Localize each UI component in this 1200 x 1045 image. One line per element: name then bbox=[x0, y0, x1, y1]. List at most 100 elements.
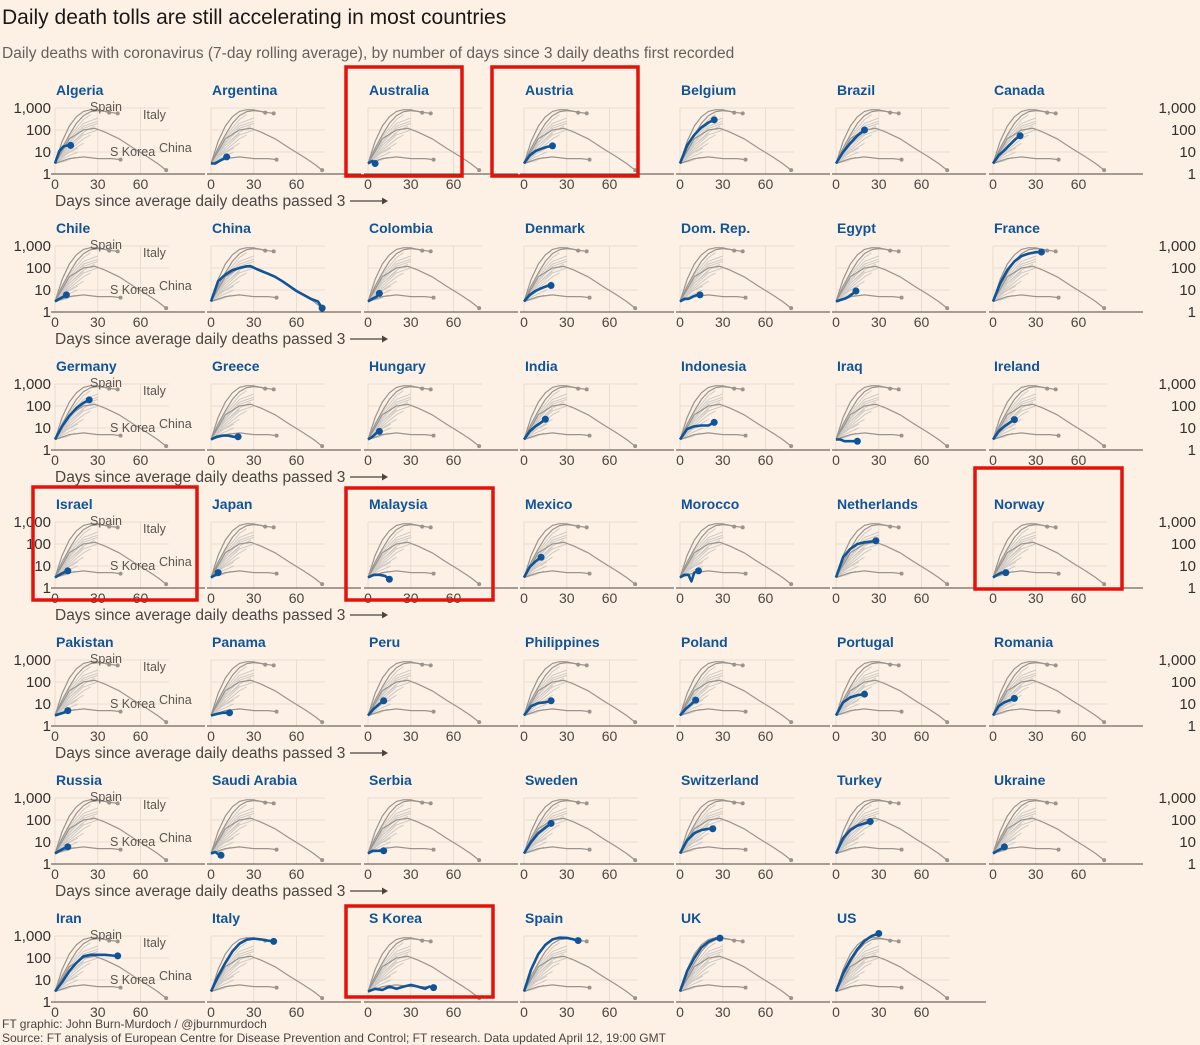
panel-iraq-x-tick-label: 0 bbox=[832, 452, 840, 468]
panel-brazil-series-line bbox=[834, 128, 866, 165]
panel-russia-reference-line-china bbox=[54, 817, 167, 861]
panel-romania-reference-line-s-korea bbox=[992, 708, 1059, 717]
panel-iran-label-italy: Italy bbox=[143, 936, 167, 950]
panel-iraq-background-line bbox=[835, 398, 879, 440]
panel-saudi-arabia-x-tick-label: 60 bbox=[289, 866, 305, 882]
panel-france-background-line bbox=[992, 285, 1017, 302]
panel-philippines-reference-end-china bbox=[633, 720, 638, 725]
panel-germany-label-spain: Spain bbox=[90, 376, 122, 390]
panel-switzerland-background-line bbox=[679, 812, 723, 854]
panel-brazil-reference-line-china bbox=[835, 127, 948, 171]
panel-morocco-title: Morocco bbox=[681, 496, 739, 512]
panel-norway-background-line bbox=[992, 548, 1029, 578]
panel-germany-y-tick-label: 10 bbox=[34, 420, 51, 437]
panel-canada-x-tick-label: 60 bbox=[1071, 176, 1087, 192]
panel-italy-series-end-point bbox=[270, 937, 278, 945]
panel-romania-background-line bbox=[992, 699, 1017, 716]
panel-austria-x-tick-label: 30 bbox=[559, 176, 575, 192]
panel-pakistan-background-line bbox=[54, 681, 98, 716]
panel-egypt-reference-line-china bbox=[835, 265, 948, 309]
panel-egypt-background-line bbox=[835, 267, 879, 302]
panel-austria-reference-line-italy bbox=[523, 109, 587, 164]
panel-portugal-reference-end-s-korea bbox=[899, 709, 904, 714]
panel-indonesia-reference-end-china bbox=[789, 444, 794, 449]
panel-portugal-background-line bbox=[835, 703, 859, 716]
panel-mexico-background-line bbox=[523, 565, 547, 578]
panel-poland-title: Poland bbox=[681, 634, 728, 650]
panel-argentina-background-line bbox=[210, 129, 254, 164]
panel-peru-background-line bbox=[367, 703, 391, 716]
panel-italy-reference-line-s-korea bbox=[210, 984, 277, 993]
panel-norway-y-tick-label: 100 bbox=[1171, 536, 1196, 553]
panel-indonesia-background-line bbox=[679, 405, 723, 440]
panel-russia-x-axis-arrowhead bbox=[382, 887, 388, 895]
panel-austria-background-line bbox=[523, 134, 560, 164]
panel-malaysia-background-line bbox=[367, 536, 411, 578]
panel-netherlands-x-tick-label: 60 bbox=[914, 590, 930, 606]
panel-italy-x-tick-label: 0 bbox=[207, 1004, 215, 1020]
panel-argentina-reference-end-s-korea bbox=[274, 157, 279, 162]
panel-france-series-end-point bbox=[1037, 248, 1045, 256]
panel-s-korea-series-end-point bbox=[430, 984, 438, 992]
panel-ireland-y-tick-label: 10 bbox=[1179, 420, 1196, 437]
panel-belgium-reference-end-china bbox=[789, 168, 794, 173]
panel-russia-reference-end-china bbox=[164, 858, 169, 863]
panel-austria-series-end-point bbox=[549, 142, 556, 150]
panel-sweden-reference-line-italy bbox=[523, 799, 587, 854]
chart-subtitle: Daily deaths with coronavirus (7-day rol… bbox=[2, 45, 735, 62]
panel-turkey-x-tick-label: 60 bbox=[914, 866, 930, 882]
panel-canada-series-line bbox=[991, 134, 1021, 165]
panel-germany-y-tick-label: 1,000 bbox=[13, 376, 51, 393]
panel-portugal-x-tick-label: 60 bbox=[914, 728, 930, 744]
panel-iran-background-line bbox=[54, 979, 78, 992]
panel-canada-title: Canada bbox=[994, 82, 1045, 98]
panel-egypt-background-line bbox=[835, 260, 879, 302]
panel-russia-y-tick-label: 100 bbox=[26, 812, 51, 829]
panel-ukraine-background-line bbox=[992, 824, 1029, 854]
panel-switzerland-x-tick-label: 0 bbox=[676, 866, 684, 882]
panel-colombia-x-tick-label: 0 bbox=[364, 314, 372, 330]
panel-switzerland-series-line bbox=[678, 827, 713, 855]
panel-algeria-y-tick-label: 1,000 bbox=[13, 100, 51, 117]
panel-india-background-line bbox=[523, 423, 548, 440]
panel-switzerland-reference-end-s-korea bbox=[743, 847, 748, 852]
panel-egypt-x-tick-label: 60 bbox=[914, 314, 930, 330]
panel-sweden-reference-end-italy bbox=[584, 801, 589, 806]
panel-canada-reference-end-italy bbox=[1053, 111, 1058, 116]
panel-denmark-background-line bbox=[523, 289, 547, 302]
panel-china-title: China bbox=[212, 220, 251, 236]
panel-poland-reference-end-s-korea bbox=[743, 709, 748, 714]
panel-ukraine-y-tick-label: 1,000 bbox=[1158, 790, 1196, 807]
panel-france-x-tick-label: 0 bbox=[989, 314, 997, 330]
panel-mexico-x-tick-label: 60 bbox=[602, 590, 618, 606]
panel-egypt-reference-end-s-korea bbox=[899, 295, 904, 300]
panel-pakistan-series-end-point bbox=[64, 707, 72, 715]
panel-russia-label-s-korea: S Korea bbox=[110, 835, 155, 849]
panel-spain-reference-end-italy bbox=[584, 939, 589, 944]
panel-s-korea-x-tick-label: 30 bbox=[403, 1004, 419, 1020]
panel-iraq-x-tick-label: 60 bbox=[914, 452, 930, 468]
panel-denmark-reference-line-italy bbox=[523, 247, 587, 302]
panel-germany-background-line bbox=[54, 427, 78, 440]
panel-italy-background-line bbox=[210, 950, 254, 992]
panel-s-korea-reference-end-italy bbox=[428, 939, 433, 944]
panel-australia-background-line bbox=[367, 122, 411, 164]
panel-morocco-reference-line-s-korea bbox=[679, 570, 746, 579]
panel-greece-x-tick-label: 0 bbox=[207, 452, 215, 468]
panel-hungary-background-line bbox=[367, 405, 411, 440]
panel-ukraine-background-line bbox=[992, 819, 1036, 854]
panel-algeria-reference-line-italy bbox=[54, 109, 118, 164]
panel-israel-x-axis-arrowhead bbox=[382, 611, 388, 619]
panel-denmark-background-line bbox=[523, 260, 567, 302]
panel-france-y-tick-label: 1,000 bbox=[1158, 238, 1196, 255]
panel-australia-series-end-point bbox=[371, 160, 379, 168]
panel-greece-reference-end-china bbox=[320, 444, 325, 449]
panel-israel-y-tick-label: 100 bbox=[26, 536, 51, 553]
panel-pakistan-title: Pakistan bbox=[56, 634, 114, 650]
panel-serbia-x-tick-label: 60 bbox=[446, 866, 462, 882]
panel-us-x-tick-label: 30 bbox=[871, 1004, 887, 1020]
panel-israel-label-s-korea: S Korea bbox=[110, 559, 155, 573]
panel-denmark-reference-end-china bbox=[633, 306, 638, 311]
panel-pakistan-label-italy: Italy bbox=[143, 660, 167, 674]
panel-poland-reference-line-s-korea bbox=[679, 708, 746, 717]
